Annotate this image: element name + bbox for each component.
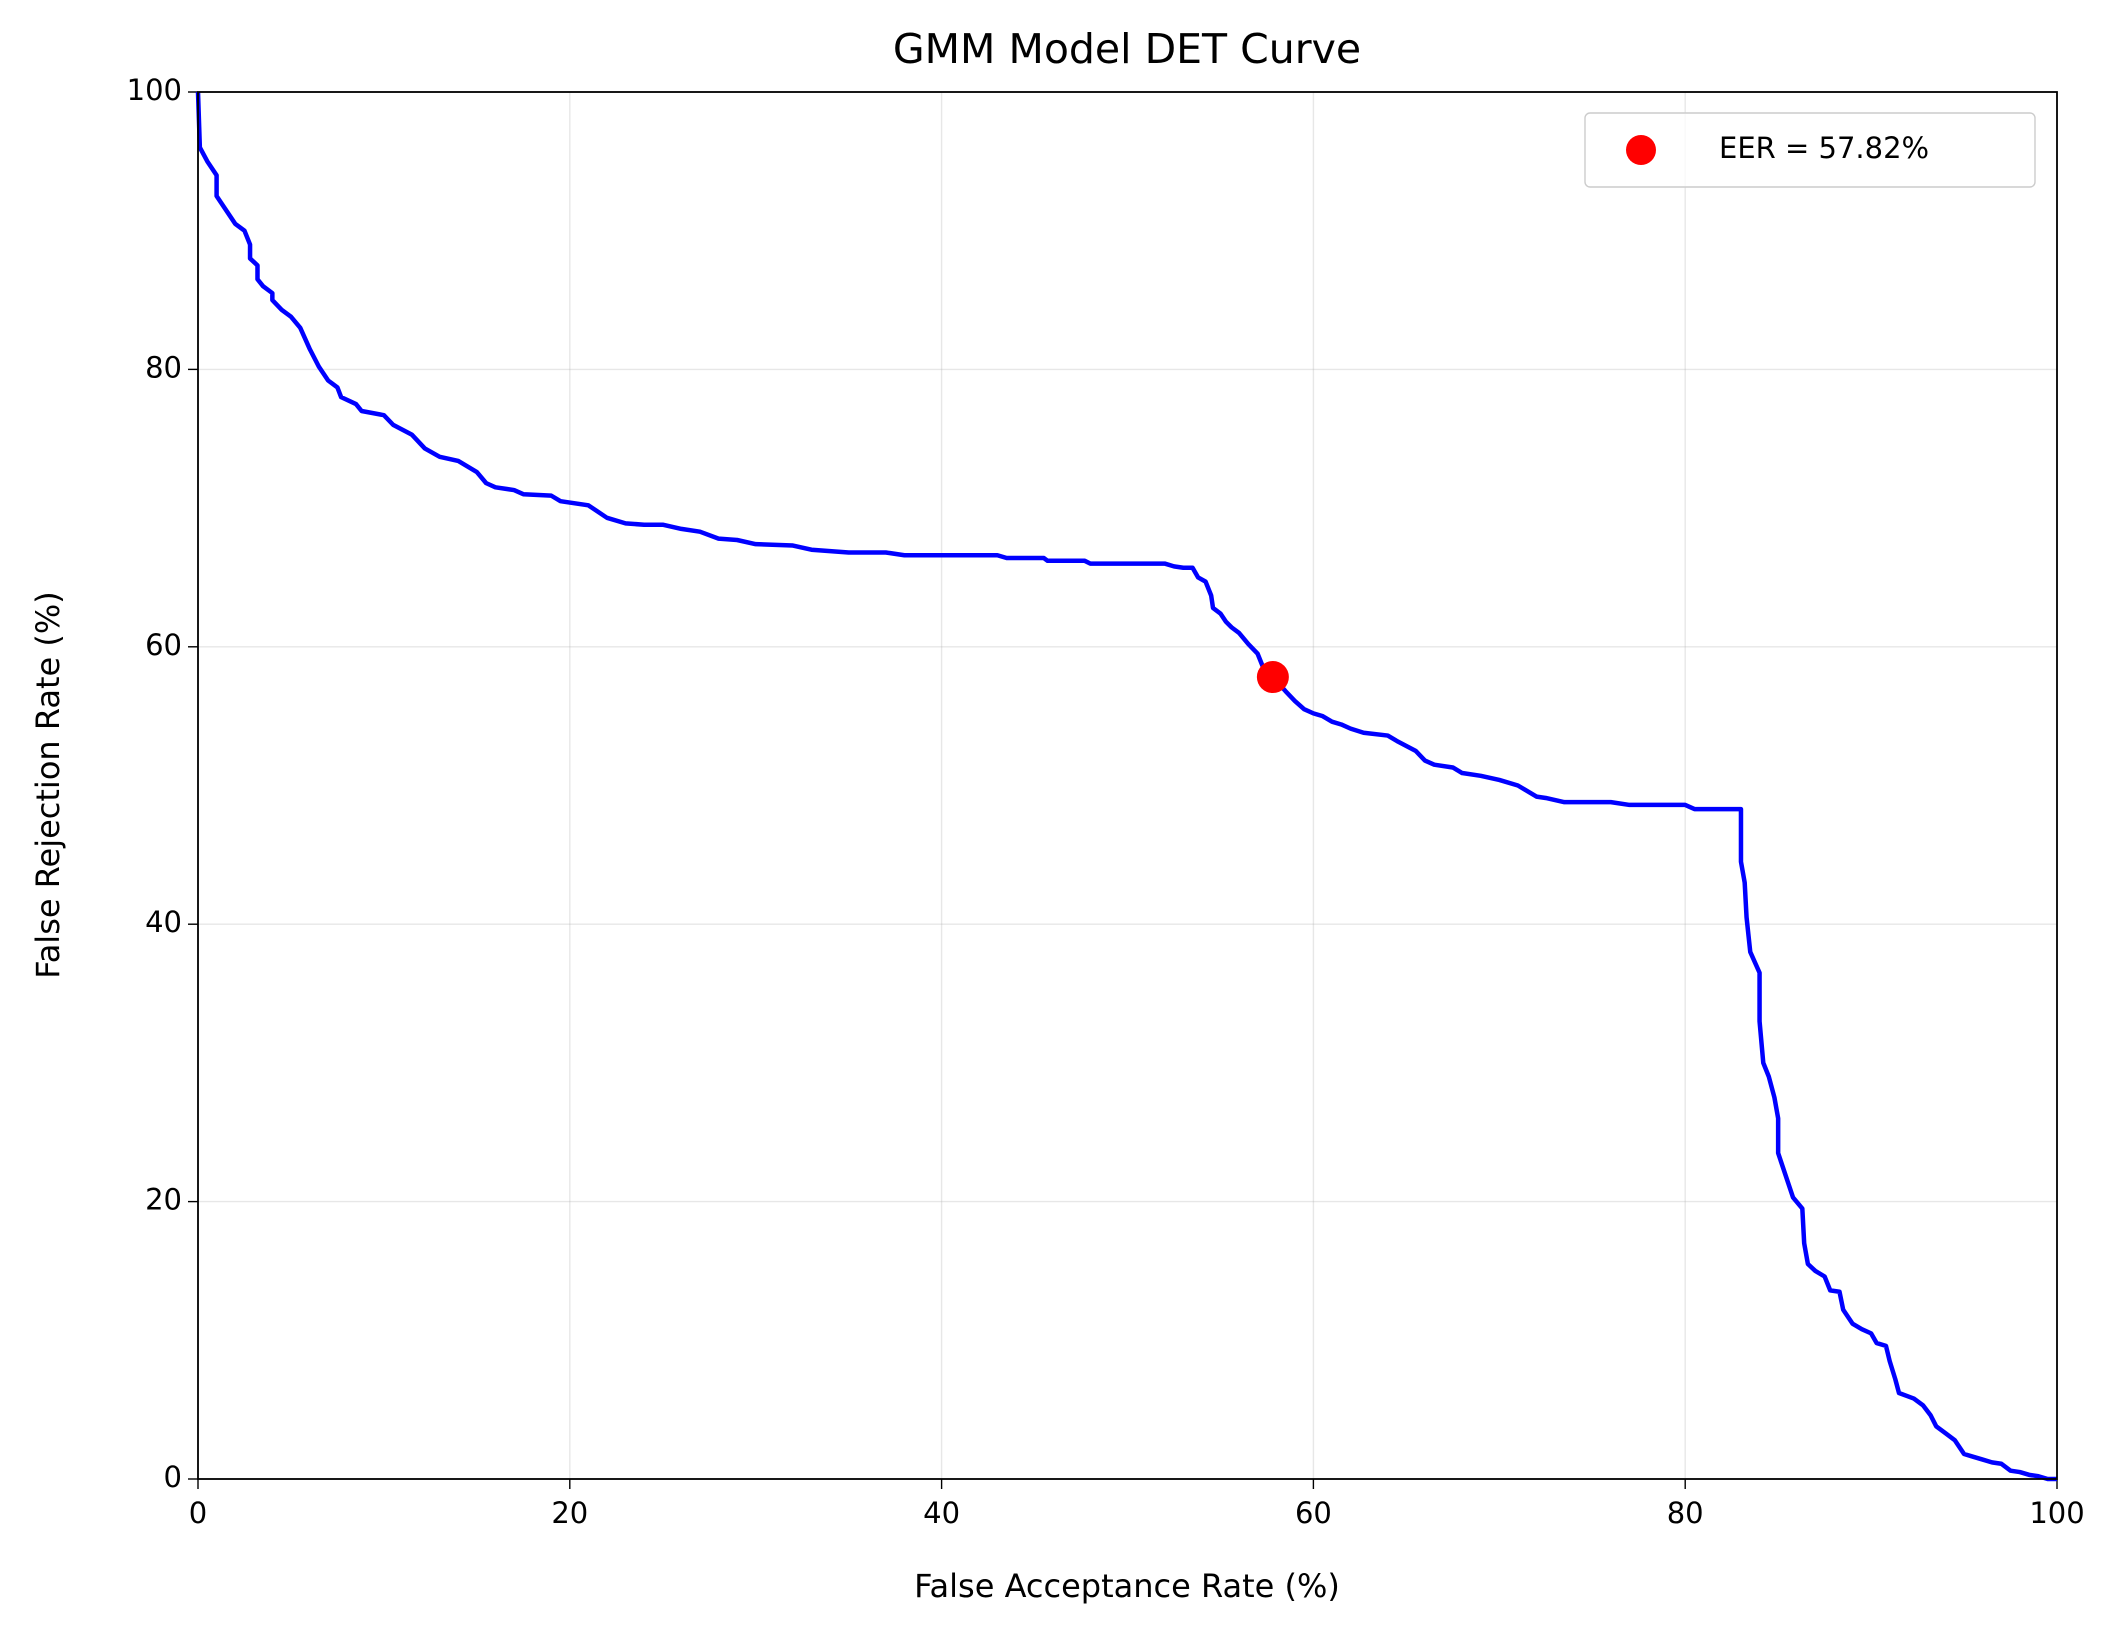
y-tick-label: 100 [127,73,182,107]
x-tick-label: 60 [1295,1496,1332,1530]
plot-frame [197,91,2058,1480]
x-tick-label: 80 [1667,1496,1704,1530]
y-tick-label: 40 [145,905,182,939]
x-tick-label: 40 [923,1496,960,1530]
y-tick-label: 20 [145,1183,182,1217]
legend-label: EER = 57.82% [1719,131,1929,165]
y-axis-label: False Rejection Rate (%) [29,591,67,979]
x-tick-label: 0 [189,1496,207,1530]
legend-marker [1626,135,1656,165]
det-curve [195,91,2057,1482]
y-tick-label: 60 [145,628,182,662]
x-tick-label: 20 [551,1496,588,1530]
y-tick-label: 80 [145,350,182,384]
chart-title: GMM Model DET Curve [893,25,1361,73]
legend-box [1584,112,2036,188]
y-tick-label: 0 [164,1460,182,1494]
eer-marker [1256,661,1289,694]
x-tick-label: 100 [2029,1496,2084,1530]
x-axis-label: False Acceptance Rate (%) [914,1567,1340,1605]
